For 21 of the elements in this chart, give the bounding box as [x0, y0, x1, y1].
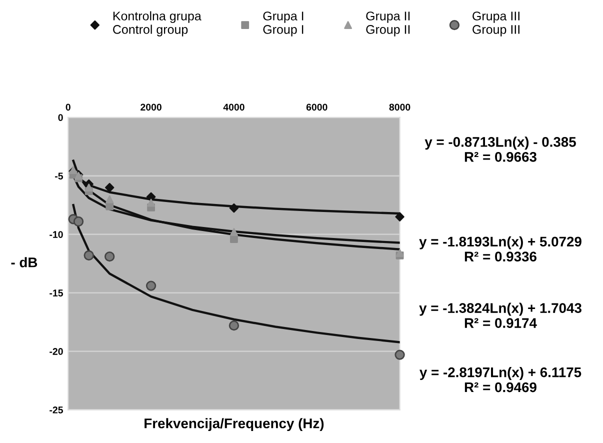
legend-label: Kontrolna grupa Control group [113, 11, 202, 36]
y-axis-title: - dB [11, 257, 38, 268]
y-tick-label: -20 [50, 348, 63, 355]
text: y = -1.8193Ln(x) + 5.0729 R² = 0.9336 [419, 236, 582, 262]
x-axis-title: Frekvencija/Frequency (Hz) [144, 418, 324, 432]
y-tick-label: 0 [58, 114, 63, 122]
legend-label: Grupa I Group I [263, 12, 304, 36]
text: y = -1.3824Ln(x) + 1.7043 R² = 0.9174 [419, 302, 582, 328]
x-tick-label: 8000 [389, 104, 410, 111]
text: y = -0.8713Ln(x) - 0.385 R² = 0.9663 [424, 136, 576, 162]
y-tick-label: -25 [50, 406, 64, 414]
y-tick-label: -15 [50, 290, 64, 296]
x-tick-label: 0 [66, 104, 70, 111]
x-tick-label: 6000 [306, 104, 328, 111]
legend-label: Grupa II Group II [366, 12, 410, 36]
x-tick-label: 4000 [223, 104, 244, 111]
y-tick-label: -5 [55, 172, 64, 180]
x-tick-label: 2000 [140, 104, 162, 111]
y-tick-label: -10 [50, 231, 63, 238]
legend-label: Grupa III Group III [472, 12, 520, 36]
text: y = -2.8197Ln(x) + 6.1175 R² = 0.9469 [420, 367, 582, 392]
